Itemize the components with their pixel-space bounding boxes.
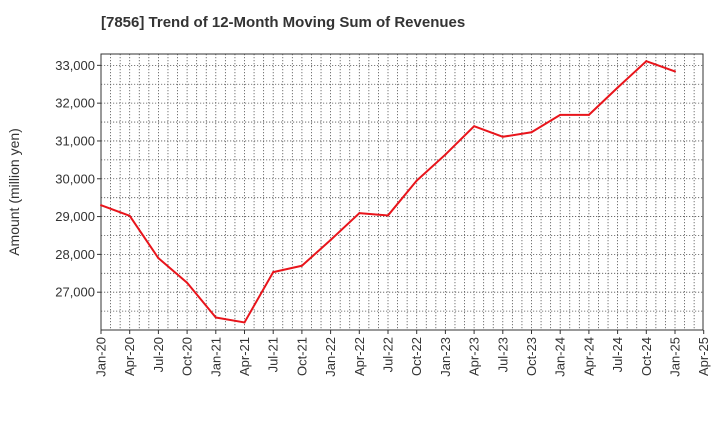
data-point bbox=[272, 271, 275, 274]
data-point bbox=[616, 86, 619, 89]
x-tick-label: Oct-24 bbox=[639, 337, 654, 376]
x-tick-label: Apr-22 bbox=[352, 337, 367, 376]
series-layer bbox=[100, 60, 676, 324]
x-tick-label: Jul-20 bbox=[151, 337, 166, 372]
data-point bbox=[157, 257, 160, 260]
y-tick-label: 31,000 bbox=[55, 133, 95, 148]
x-tick-label: Jul-22 bbox=[381, 337, 396, 372]
x-tick-label: Jul-21 bbox=[266, 337, 281, 372]
data-point bbox=[444, 153, 447, 156]
data-point bbox=[100, 204, 102, 207]
data-point bbox=[645, 60, 648, 63]
x-axis: Jan-20 Apr-20 Jul-20 Oct-20 Jan-21 Apr-21 Jul-… bbox=[94, 330, 711, 377]
x-tick-label: Oct-20 bbox=[180, 337, 195, 376]
data-point bbox=[415, 179, 418, 182]
data-point bbox=[674, 70, 676, 73]
data-point bbox=[214, 316, 217, 319]
y-axis: 27,000 28,000 29,000 30,000 31,000 32,000 33,0… bbox=[55, 58, 101, 300]
y-tick-label: 29,000 bbox=[55, 209, 95, 224]
data-point bbox=[186, 281, 189, 284]
y-axis-title: Amount (million yen) bbox=[6, 128, 22, 256]
data-point bbox=[300, 264, 303, 267]
x-tick-label: Apr-20 bbox=[122, 337, 137, 376]
data-point bbox=[473, 125, 476, 128]
y-tick-label: 30,000 bbox=[55, 171, 95, 186]
plot-frame bbox=[100, 53, 704, 331]
y-tick-label: 33,000 bbox=[55, 58, 95, 73]
x-tick-label: Oct-23 bbox=[524, 337, 539, 376]
data-point bbox=[329, 239, 332, 242]
data-point bbox=[243, 321, 246, 324]
x-tick-label: Apr-24 bbox=[581, 337, 596, 376]
y-tick-label: 32,000 bbox=[55, 96, 95, 111]
data-point bbox=[530, 131, 533, 134]
x-tick-label: Jan-24 bbox=[553, 337, 568, 377]
x-tick-label: Jan-21 bbox=[208, 337, 223, 377]
x-tick-label: Jan-23 bbox=[438, 337, 453, 377]
x-tick-label: Oct-22 bbox=[409, 337, 424, 376]
data-point bbox=[358, 212, 361, 215]
x-tick-label: Apr-21 bbox=[237, 337, 252, 376]
x-tick-label: Apr-23 bbox=[467, 337, 482, 376]
data-point bbox=[559, 113, 562, 116]
x-tick-label: Jan-22 bbox=[323, 337, 338, 377]
x-tick-label: Jan-25 bbox=[668, 337, 683, 377]
y-tick-label: 27,000 bbox=[55, 285, 95, 300]
x-tick-label: Apr-25 bbox=[696, 337, 711, 376]
data-point bbox=[587, 113, 590, 116]
x-tick-label: Jan-20 bbox=[94, 337, 109, 377]
x-tick-label: Jul-24 bbox=[610, 337, 625, 372]
data-point bbox=[501, 135, 504, 138]
x-tick-label: Oct-21 bbox=[294, 337, 309, 376]
data-point bbox=[387, 214, 389, 217]
data-point bbox=[128, 214, 131, 217]
chart-title: [7856] Trend of 12-Month Moving Sum of R… bbox=[101, 14, 466, 31]
y-tick-label: 28,000 bbox=[55, 247, 95, 262]
x-tick-label: Jul-23 bbox=[495, 337, 510, 372]
